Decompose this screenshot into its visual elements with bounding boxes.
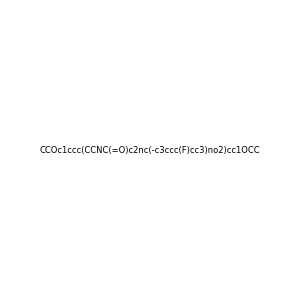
- Text: CCOc1ccc(CCNC(=O)c2nc(-c3ccc(F)cc3)no2)cc1OCC: CCOc1ccc(CCNC(=O)c2nc(-c3ccc(F)cc3)no2)c…: [40, 146, 260, 154]
